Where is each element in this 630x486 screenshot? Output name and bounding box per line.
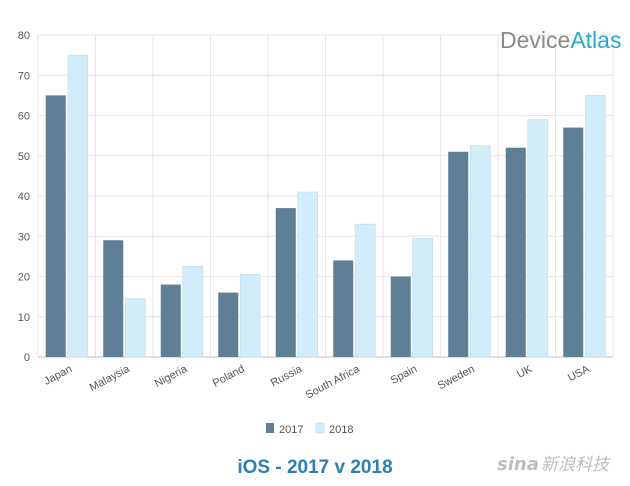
x-tick-label: USA (566, 363, 592, 385)
bar-2017-usa (563, 127, 584, 357)
bars (45, 54, 606, 358)
x-tick-label: Japan (42, 363, 74, 388)
x-tick-label: Malaysia (88, 363, 133, 394)
bar-2018-nigeria (182, 266, 204, 358)
bar-2017-south-africa (333, 260, 354, 357)
y-tick-label: 40 (18, 191, 30, 203)
y-tick-label: 50 (18, 151, 30, 163)
bar-2018-usa (584, 95, 606, 358)
category-labels: Japan Malaysia Nigeria Poland Russia South Af… (42, 363, 592, 402)
legend-label-2018: 2018 (329, 424, 353, 436)
bar-2018-south-africa (354, 223, 376, 358)
x-tick-label: Spain (389, 363, 419, 387)
bar-2018-malaysia (124, 298, 146, 358)
bar-2017-japan (45, 95, 66, 357)
legend-swatch-2018 (315, 422, 325, 434)
bar-2017-uk (505, 147, 526, 357)
bar-2018-poland (239, 274, 261, 358)
bar-2017-nigeria (160, 284, 181, 357)
legend-swatch-2017 (266, 423, 274, 433)
bar-2017-malaysia (103, 240, 124, 357)
y-tick-label: 80 (18, 30, 30, 42)
gridlines (37, 34, 614, 358)
legend-label-2017: 2017 (279, 424, 303, 436)
bar-2017-russia (275, 208, 296, 357)
legend: 2017 2018 (266, 422, 353, 436)
bar-2018-sweden (469, 145, 491, 358)
y-tick-label: 70 (18, 70, 30, 82)
x-tick-label: Nigeria (153, 363, 190, 390)
sina-logo-text: sina (497, 454, 539, 475)
x-tick-label: Poland (211, 363, 247, 390)
bar-2018-russia (297, 191, 319, 358)
y-tick-label: 60 (18, 111, 30, 123)
y-tick-label: 20 (18, 272, 30, 284)
logo-atlas-text: Atlas (570, 27, 621, 53)
y-tick-label: 0 (24, 352, 30, 364)
sina-watermark: sina 新浪科技 (497, 454, 611, 475)
x-tick-label: UK (515, 363, 535, 381)
bar-2018-uk (527, 119, 549, 358)
bar-2018-japan (67, 54, 89, 358)
devicealtas-logo: DeviceAtlas (500, 27, 621, 53)
y-tick-label: 10 (18, 312, 30, 324)
bar-2017-poland (218, 292, 239, 357)
chart-title: iOS - 2017 v 2018 (237, 457, 392, 478)
y-tick-label: 30 (18, 231, 30, 243)
bar-2017-sweden (448, 151, 469, 357)
bar-2018-spain (412, 237, 434, 358)
bar-2017-spain (390, 276, 411, 357)
x-tick-label: Russia (269, 363, 305, 390)
x-tick-label: Sweden (436, 363, 477, 392)
x-tick-label: South Africa (304, 363, 363, 402)
watermark-text: 新浪科技 (541, 455, 611, 475)
logo-device-text: Device (500, 27, 570, 53)
